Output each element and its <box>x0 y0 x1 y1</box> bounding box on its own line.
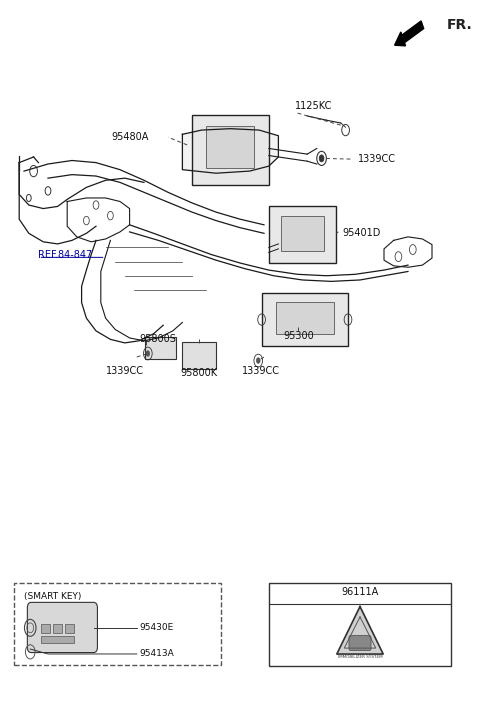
Text: 95300: 95300 <box>283 331 314 341</box>
FancyBboxPatch shape <box>349 636 371 650</box>
Circle shape <box>256 358 260 363</box>
Circle shape <box>319 155 324 162</box>
Bar <box>65 624 74 633</box>
Text: 95413A: 95413A <box>139 650 174 658</box>
Text: 1125KC: 1125KC <box>295 101 333 111</box>
Text: 95480A: 95480A <box>111 132 149 142</box>
Bar <box>41 636 74 643</box>
Bar <box>206 126 254 168</box>
FancyBboxPatch shape <box>27 602 97 653</box>
Text: 96111A: 96111A <box>341 588 379 597</box>
Polygon shape <box>182 129 278 173</box>
Text: 95800K: 95800K <box>180 368 217 378</box>
Polygon shape <box>337 607 383 654</box>
Text: 95401D: 95401D <box>342 228 381 238</box>
Bar <box>145 337 176 359</box>
Text: FR.: FR. <box>446 18 472 32</box>
Bar <box>53 624 62 633</box>
Bar <box>192 115 269 185</box>
Bar <box>182 342 216 369</box>
Bar <box>276 302 334 334</box>
Bar <box>269 583 451 666</box>
Text: 1339CC: 1339CC <box>106 366 144 376</box>
Bar <box>269 206 336 263</box>
Bar <box>281 216 324 251</box>
Text: 1339CC: 1339CC <box>242 366 280 376</box>
Text: REF.84-847: REF.84-847 <box>38 250 93 259</box>
Text: 95800S: 95800S <box>139 334 176 344</box>
Circle shape <box>146 351 150 356</box>
Text: 95430E: 95430E <box>139 623 173 631</box>
Text: IMMOBILIZER SYSTEM: IMMOBILIZER SYSTEM <box>338 655 382 659</box>
Text: 1339CC: 1339CC <box>358 154 396 164</box>
Text: (SMART KEY): (SMART KEY) <box>24 592 82 601</box>
FancyBboxPatch shape <box>14 583 221 665</box>
FancyArrow shape <box>395 21 424 46</box>
Bar <box>262 293 348 346</box>
Bar <box>41 624 50 633</box>
